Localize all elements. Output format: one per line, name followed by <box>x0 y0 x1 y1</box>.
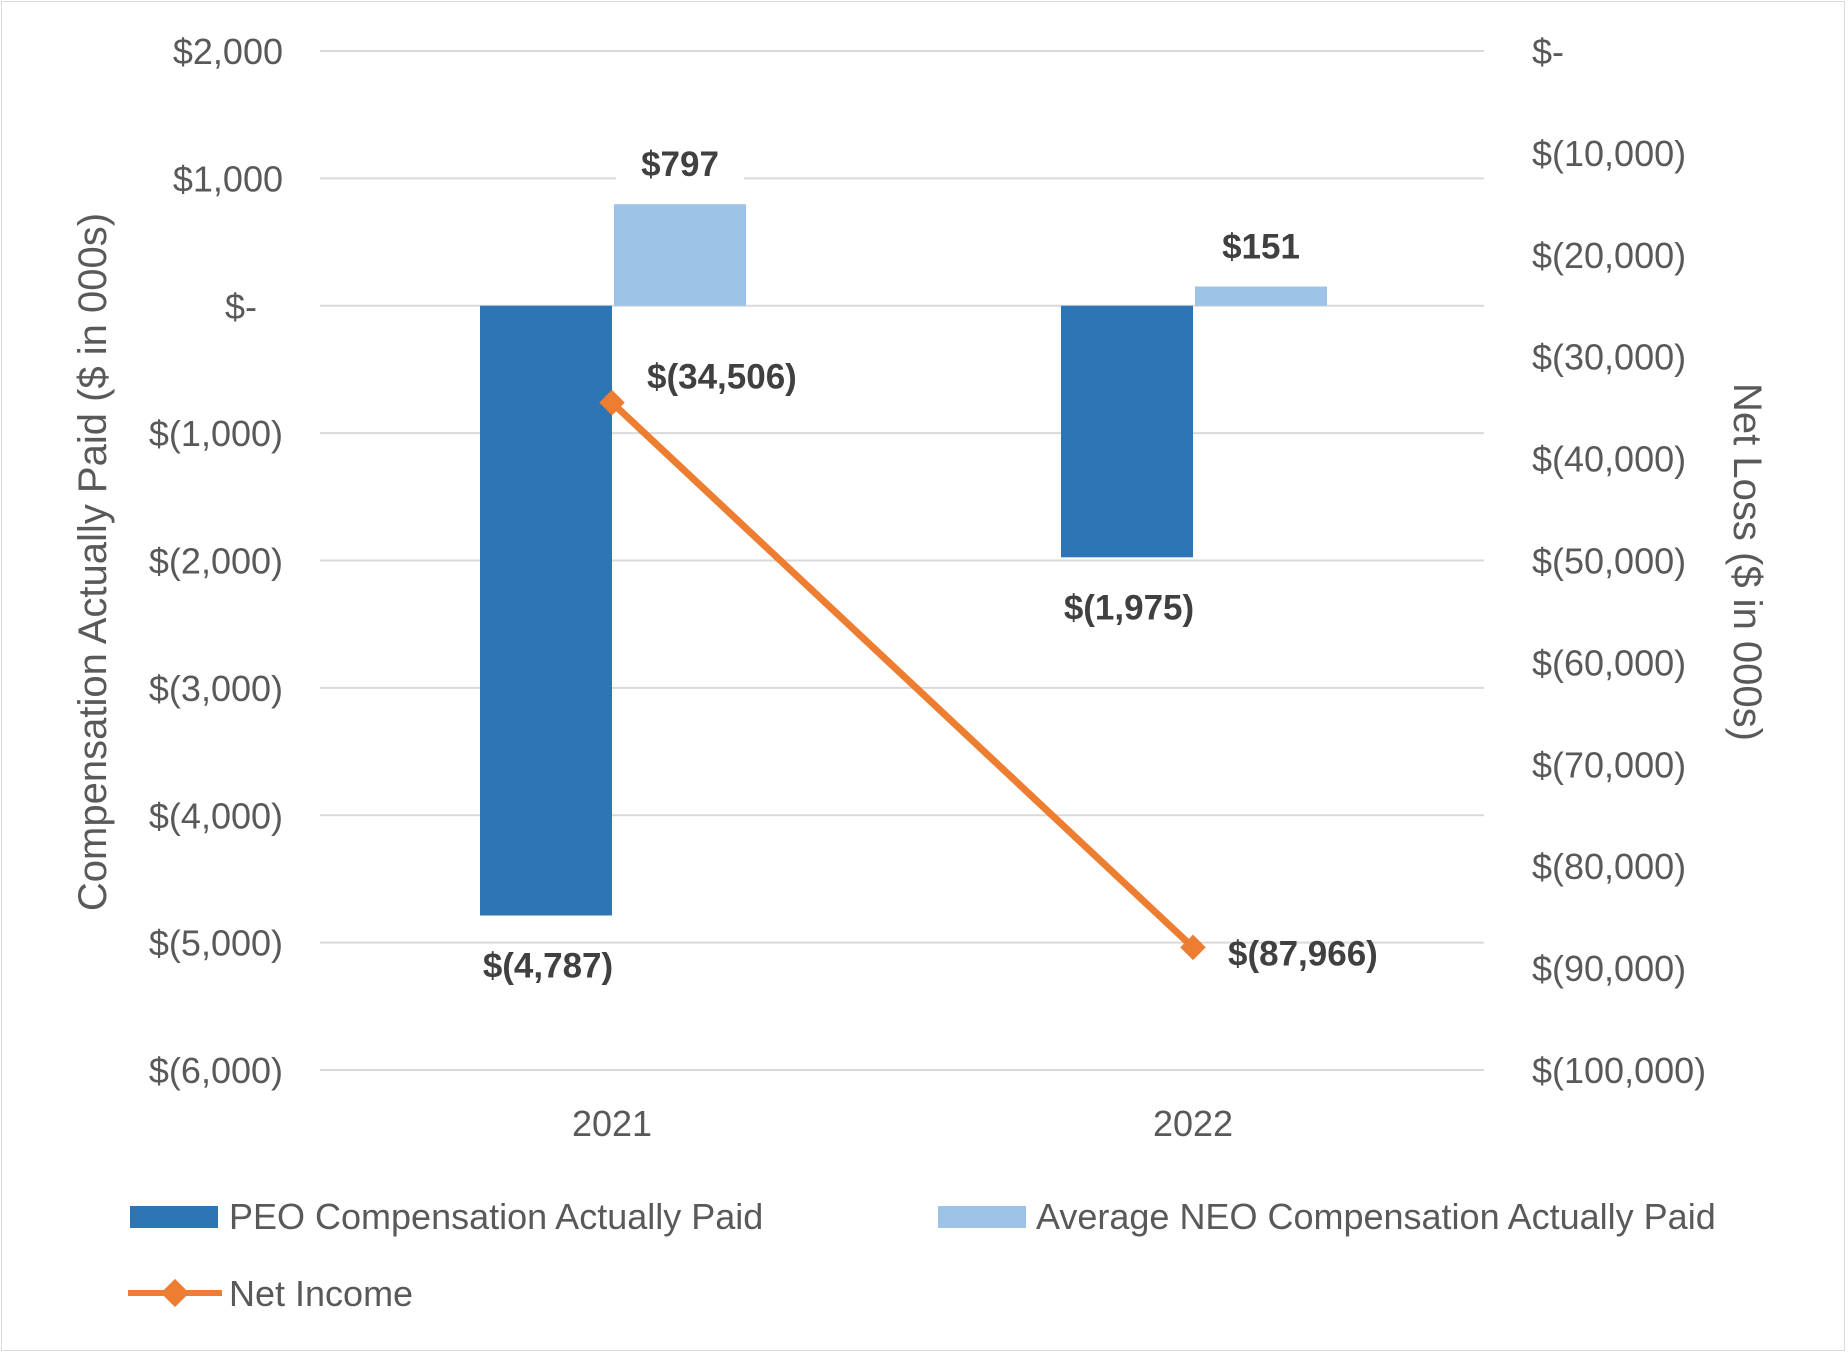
data-label-neo-2022: $151 <box>1222 228 1300 267</box>
legend-label-neo: Average NEO Compensation Actually Paid <box>1036 1196 1716 1237</box>
legend: PEO Compensation Actually Paid Average N… <box>128 1196 1716 1314</box>
data-label-net-income-2022: $(87,966) <box>1228 934 1378 973</box>
data-labels: $(4,787) $797 $(1,975) $151 $(34,506) $(87,96… <box>483 136 1378 985</box>
legend-label-net-income: Net Income <box>229 1273 413 1314</box>
legend-swatch-neo <box>938 1206 1026 1228</box>
y2-tick-label-5: $(50,000) <box>1532 541 1686 582</box>
y2-tick-label-4: $(40,000) <box>1532 439 1686 480</box>
data-label-neo-2021: $797 <box>641 145 719 184</box>
x-tick-label-2022: 2022 <box>1153 1103 1233 1144</box>
data-label-peo-2022: $(1,975) <box>1064 588 1194 627</box>
net-income-marker-2021 <box>599 389 625 416</box>
y2-tick-label-0: $- <box>1532 31 1564 72</box>
y-tick-label-8: $(6,000) <box>149 1050 283 1091</box>
y-tick-label-2: $- <box>225 286 257 327</box>
left-axis-title: Compensation Actually Paid ($ in 000s) <box>71 213 115 911</box>
y2-tick-label-10: $(100,000) <box>1532 1050 1706 1091</box>
y2-tick-label-9: $(90,000) <box>1532 948 1686 989</box>
y2-tick-label-6: $(60,000) <box>1532 642 1686 683</box>
y2-tick-label-3: $(30,000) <box>1532 337 1686 378</box>
y-tick-label-0: $2,000 <box>173 31 283 72</box>
x-tick-label-2021: 2021 <box>572 1103 652 1144</box>
right-axis-ticks: $- $(10,000) $(20,000) $(30,000) $(40,000) $(… <box>1532 31 1706 1091</box>
gridlines <box>320 50 1484 1071</box>
y2-tick-label-8: $(80,000) <box>1532 846 1686 887</box>
bar-peo-2022 <box>1061 305 1193 558</box>
data-label-net-income-2021: $(34,506) <box>647 358 797 397</box>
y-tick-label-4: $(2,000) <box>149 541 283 582</box>
x-axis-ticks: 2021 2022 <box>572 1103 1233 1144</box>
bar-neo-2022 <box>1195 286 1327 306</box>
y-tick-label-6: $(4,000) <box>149 795 283 836</box>
y-tick-label-5: $(3,000) <box>149 668 283 709</box>
y2-tick-label-7: $(70,000) <box>1532 744 1686 785</box>
data-label-bg-neo-2021 <box>616 136 744 193</box>
bars <box>480 204 1327 916</box>
y2-tick-label-1: $(10,000) <box>1532 133 1686 174</box>
y-tick-label-1: $1,000 <box>173 158 283 199</box>
legend-label-peo: PEO Compensation Actually Paid <box>229 1196 763 1237</box>
legend-marker-net-income <box>160 1278 190 1308</box>
data-label-peo-2021: $(4,787) <box>483 946 613 985</box>
y-tick-label-7: $(5,000) <box>149 923 283 964</box>
y-tick-label-3: $(1,000) <box>149 413 283 454</box>
bar-neo-2021 <box>614 204 746 306</box>
bar-peo-2021 <box>480 305 612 916</box>
net-income-path <box>609 400 1196 950</box>
y2-tick-label-2: $(20,000) <box>1532 235 1686 276</box>
left-axis-ticks: $2,000 $1,000 $- $(1,000) $(2,000) $(3,000) $(… <box>149 31 283 1091</box>
right-axis-title: Net Loss ($ in 000s) <box>1725 383 1769 741</box>
legend-swatch-peo <box>130 1206 218 1228</box>
